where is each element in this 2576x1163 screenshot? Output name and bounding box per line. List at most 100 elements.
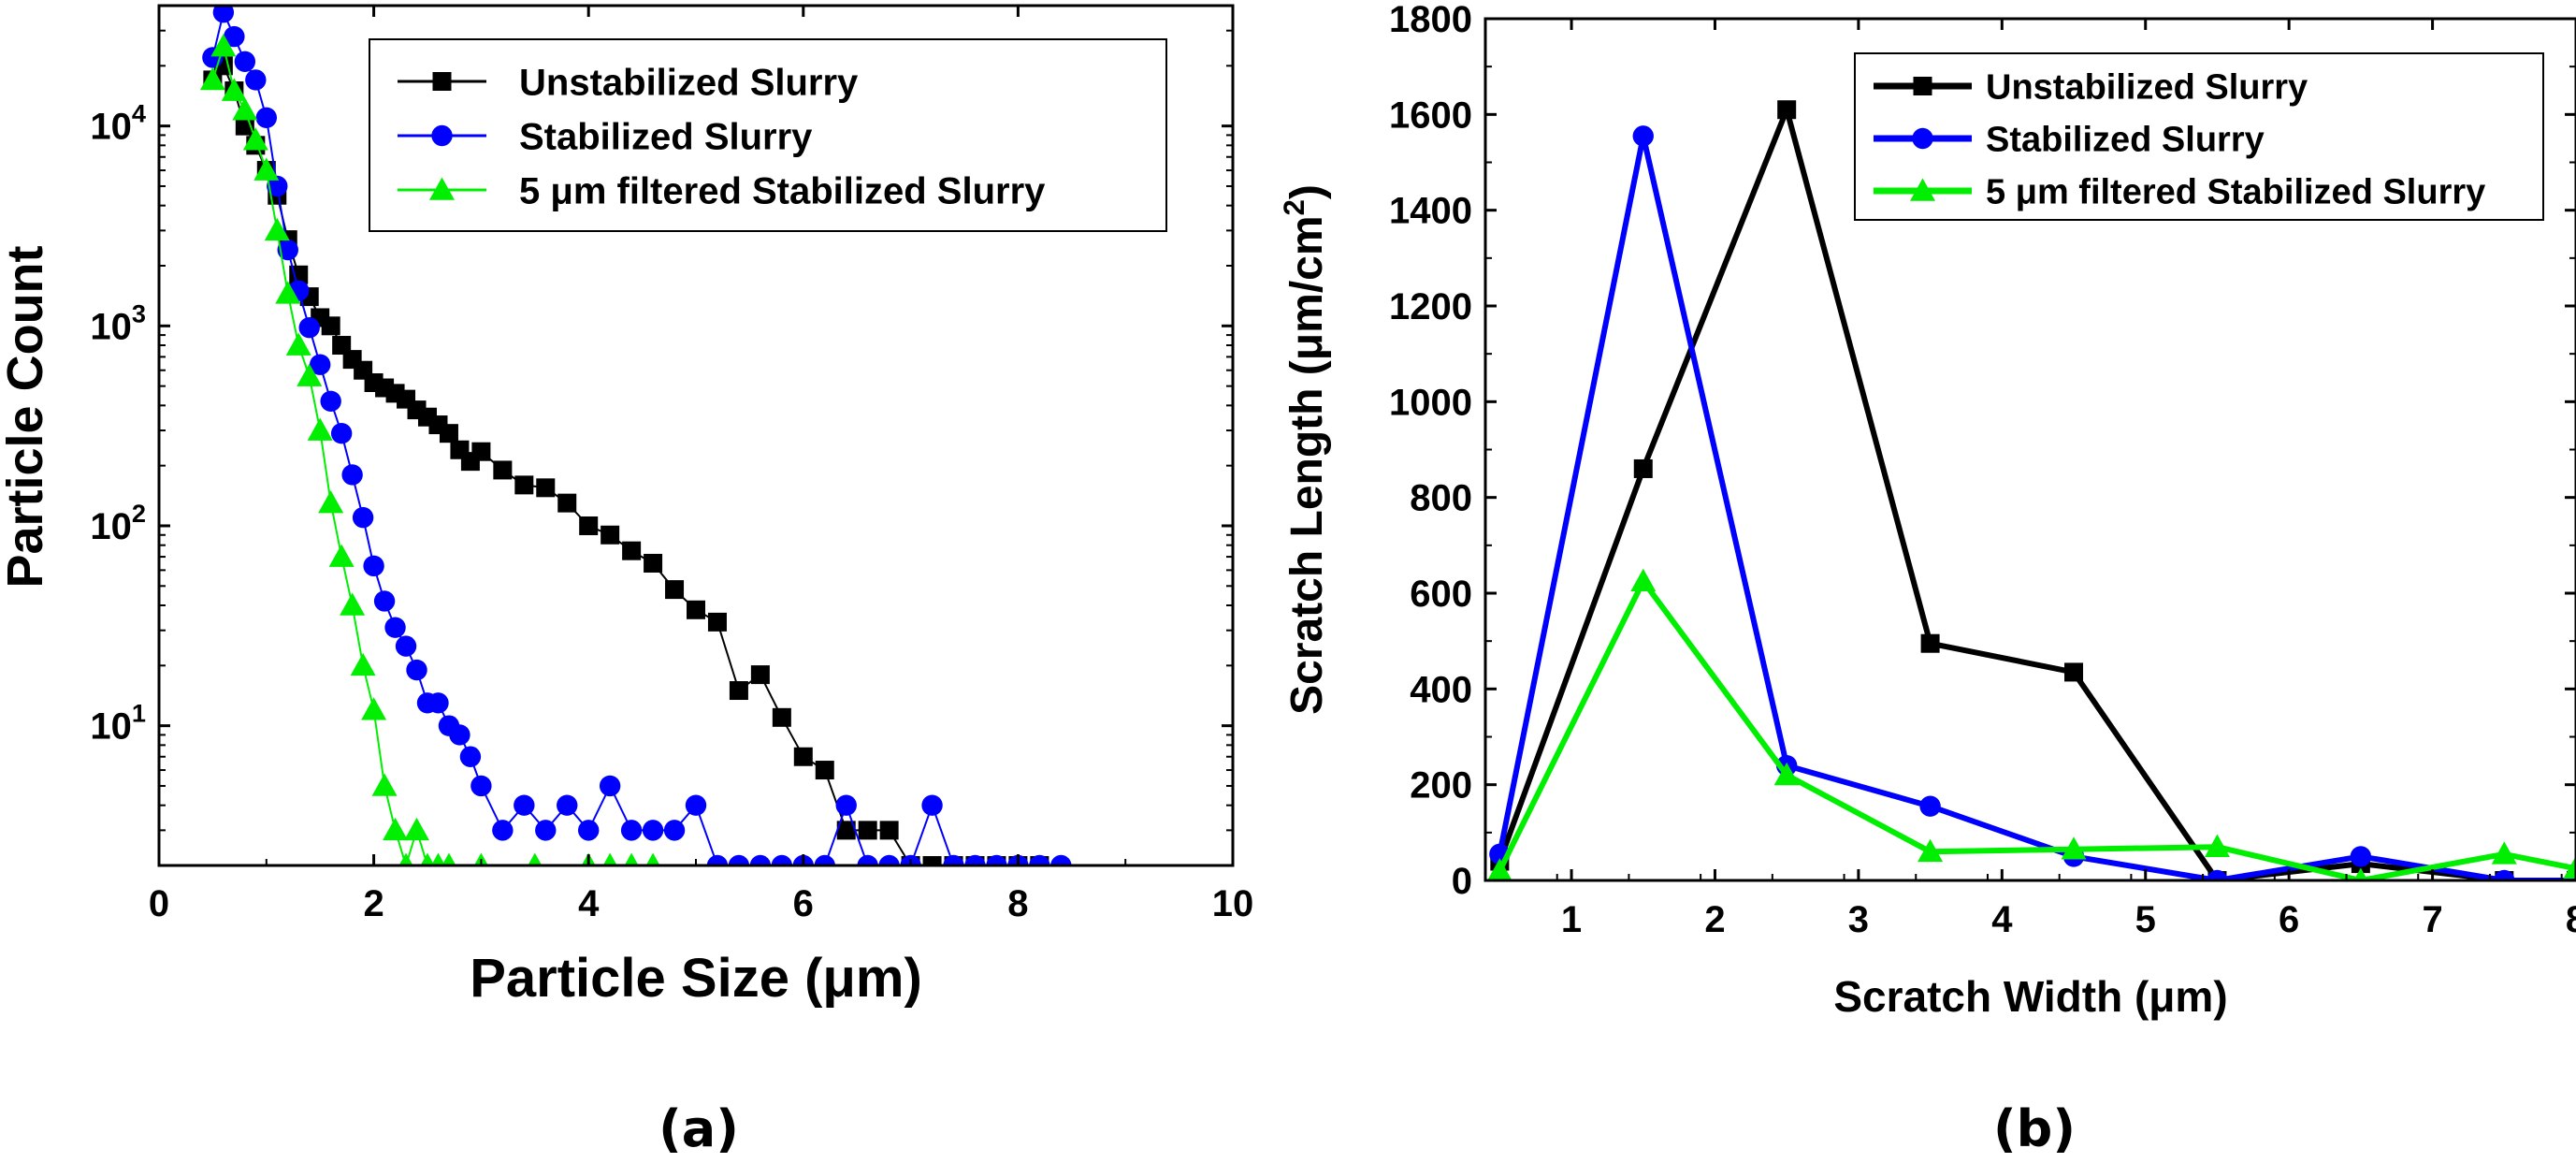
chart-a-series-1-point-11 <box>320 390 341 413</box>
chart-a-x-axis-title: Particle Size (μm) <box>470 948 922 1009</box>
chart-a-series-1-point-12 <box>330 422 353 444</box>
chart-b-legend-marker-2 <box>1910 178 1935 201</box>
chart-a-series-1-point-49 <box>986 854 1007 865</box>
chart-b-series-0-point-2 <box>1777 100 1797 120</box>
chart-a-series-1-point-23 <box>449 724 470 746</box>
chart-a-y-tick-label-0: 101 <box>90 699 146 748</box>
chart-a-series-0-point-42 <box>836 821 856 840</box>
chart-b-series-2-point-5 <box>2204 834 2230 857</box>
chart-b-series-0-point-1 <box>1633 458 1653 478</box>
chart-b-series-2 <box>1487 568 2576 880</box>
chart-a-legend-label-1: Stabilized Slurry <box>519 116 813 157</box>
chart-a-y-tick-label-1: 102 <box>90 499 146 547</box>
chart-a-series-0-point-44 <box>879 821 899 840</box>
chart-a-x-tick-label-5: 10 <box>1212 883 1254 924</box>
chart-b-y-tick-label-3: 600 <box>1410 574 1472 615</box>
chart-a-series-2-point-7 <box>275 281 301 304</box>
chart-b-series-2-point-8 <box>2563 855 2576 880</box>
chart-a-series-2-point-14 <box>350 652 376 676</box>
chart-a-series-2-point-6 <box>264 217 290 241</box>
chart-a-series-1-point-52 <box>1050 854 1072 865</box>
chart-b-x-tick-label-6: 7 <box>2422 899 2442 940</box>
chart-b-series-2-point-2 <box>1773 762 1800 786</box>
chart-a-series-1-point-38 <box>749 854 772 865</box>
chart-a-series-1-point-28 <box>535 820 557 841</box>
chart-a-series-2-point-4 <box>242 127 268 151</box>
chart-a-series-1-point-26 <box>492 820 514 841</box>
chart-a-series-0-point-28 <box>536 478 556 498</box>
chart-b-series-1-point-6 <box>2350 846 2372 867</box>
chart-a-series-1-point-1 <box>212 6 235 23</box>
chart-a-series-0-point-37 <box>729 681 748 701</box>
chart-a-series-2-point-11 <box>318 490 344 514</box>
chart-b-y-tick-label-7: 1400 <box>1389 191 1472 232</box>
chart-a-y-tick-label-3-exp: 4 <box>132 99 146 128</box>
chart-a-series-2-point-15 <box>361 697 387 720</box>
chart-a-series-0-point-35 <box>687 600 705 619</box>
chart-a-series-1-point-48 <box>964 854 986 865</box>
chart-a-series-0-point-32 <box>622 541 642 560</box>
chart-b-y-tick-label-5: 1000 <box>1389 382 1472 423</box>
chart-a-legend-entry-0: Unstabilized Slurry <box>398 62 859 103</box>
chart-a-series <box>199 6 1072 865</box>
chart-b-y-axis-title-sup: 2 <box>1278 199 1310 215</box>
chart-a-series-1-point-36 <box>706 854 729 865</box>
chart-a-series-1-point-21 <box>427 692 449 714</box>
chart-b-x-tick-label-0: 1 <box>1561 899 1582 940</box>
chart-a-series-2-point-8 <box>285 332 311 356</box>
chart-a-series-0-point-22 <box>439 424 458 443</box>
chart-a-series-0-point-26 <box>493 460 513 480</box>
chart-a-series-0-point-27 <box>514 475 534 495</box>
chart-a-series-2-point-18 <box>398 852 413 865</box>
chart-b-x-tick-label-7: 8 <box>2566 899 2576 940</box>
chart-b-y-axis-title-suffix: ) <box>1282 184 1332 199</box>
chart-b-series-2-point-4 <box>2061 836 2087 860</box>
chart-a-y-tick-label-1-exp: 2 <box>132 499 146 528</box>
chart-a-series-1-point-10 <box>310 354 331 375</box>
chart-b-series-2-point-6 <box>2353 867 2368 880</box>
chart-a-legend-marker-1 <box>431 124 453 147</box>
chart-a-series-0-point-25 <box>471 442 491 461</box>
chart-a-legend-marker-0 <box>432 72 452 91</box>
chart-a-series-2-point-2 <box>221 78 247 101</box>
chart-b-y-tick-label-2: 400 <box>1410 669 1472 710</box>
chart-a-series-1-point-32 <box>620 820 643 841</box>
chart-a-series-1-point-42 <box>835 794 857 816</box>
chart-b-legend-label-2: 5 μm filtered Stabilized Slurry <box>1986 173 2485 212</box>
chart-a-legend-label-2: 5 μm filtered Stabilized Slurry <box>519 170 1046 211</box>
chart-a-series-2-point-17 <box>383 817 409 841</box>
chart-a-series-2-point-12 <box>328 544 355 567</box>
chart-a-series-1-point-14 <box>352 506 374 529</box>
chart-a-y-tick-label-2-exp: 3 <box>132 298 146 327</box>
chart-a-series-1-point-43 <box>857 854 878 865</box>
chart-a-x-tick-label-2: 4 <box>578 883 600 924</box>
chart-a-series-1-point-31 <box>599 775 621 797</box>
chart-a-series-1-point-18 <box>395 635 417 657</box>
chart-a-legend-entry-1: Stabilized Slurry <box>398 116 813 157</box>
chart-a-legend-marker-2 <box>429 177 455 200</box>
chart-a-y-axis-title: Particle Count <box>0 245 53 588</box>
chart-a-series-1-point-34 <box>663 820 686 841</box>
chart-a-x-tick-label-0: 0 <box>149 883 169 924</box>
chart-a-series-2-point-28 <box>645 852 660 865</box>
chart-a-series-1-point-24 <box>459 746 482 767</box>
chart-a-y-tick-label-0-exp: 1 <box>132 699 146 728</box>
chart-a-series-0-point-40 <box>793 747 813 766</box>
chart-a-series-1-point-2 <box>224 25 245 48</box>
chart-a-series-1-point-25 <box>470 775 492 797</box>
chart-a-series-1-point-29 <box>557 794 578 816</box>
chart-b-y-axis-title: Scratch Length (μm/cm2) <box>1278 184 1332 715</box>
chart-a-series-2-point-26 <box>602 852 617 865</box>
chart-b-legend-entry-2: 5 μm filtered Stabilized Slurry <box>1874 173 2485 212</box>
chart-b-series-1-point-1 <box>1632 125 1654 147</box>
chart-a-y-tick-label-2: 103 <box>90 298 146 347</box>
chart-b-legend-entry-1: Stabilized Slurry <box>1874 121 2265 160</box>
chart-a-series-2-point-24 <box>528 852 543 865</box>
chart-a-y-tick-label-2-base: 10 <box>90 306 132 347</box>
chart-b-legend-label-0: Unstabilized Slurry <box>1986 68 2308 108</box>
chart-a-series-0-point-36 <box>707 612 727 632</box>
chart-b-y-tick-label-8: 1600 <box>1389 94 1472 136</box>
chart-a-series-1-point-47 <box>943 854 964 865</box>
chart-a-series-2-point-3 <box>232 97 258 121</box>
